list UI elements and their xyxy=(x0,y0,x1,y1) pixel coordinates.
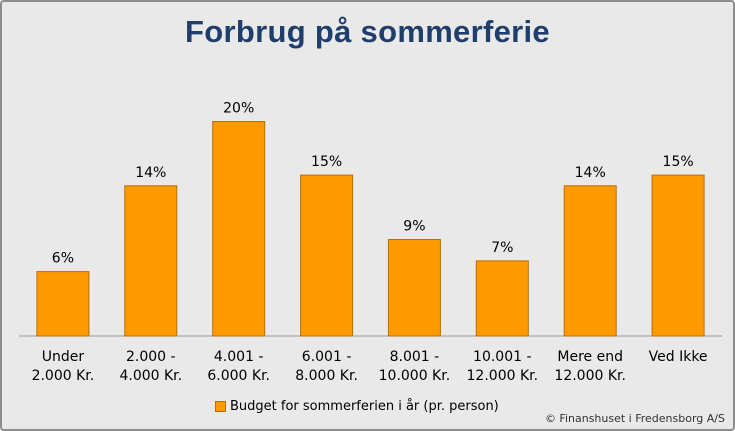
bar-1 xyxy=(124,185,178,337)
data-label-2: 20% xyxy=(223,101,254,117)
legend-swatch xyxy=(215,401,226,412)
data-label-0: 6% xyxy=(52,251,74,267)
bar-7 xyxy=(651,174,705,337)
data-label-4: 9% xyxy=(403,219,425,235)
data-label-5: 7% xyxy=(491,240,513,256)
category-label-5: 10.001 -12.000 Kr. xyxy=(467,349,539,384)
category-label-6: Mere end 12.000 Kr. xyxy=(554,349,626,384)
category-label-0: Under 2.000 Kr. xyxy=(32,349,95,384)
category-label-3: 6.001 -8.000 Kr. xyxy=(295,349,358,384)
data-label-7: 15% xyxy=(663,154,694,170)
data-label-3: 15% xyxy=(311,154,342,170)
legend: Budget for sommerferien i år (pr. person… xyxy=(215,399,499,414)
data-label-1: 14% xyxy=(135,165,166,181)
data-label-6: 14% xyxy=(575,165,606,181)
chart-title: Forbrug på sommerferie xyxy=(185,14,550,49)
category-label-2: 4.001 -6.000 Kr. xyxy=(207,349,270,384)
category-label-1: 2.000 -4.000 Kr. xyxy=(119,349,182,384)
copyright-credit: © Finanshuset i Fredensborg A/S xyxy=(544,412,725,425)
legend-label: Budget for sommerferien i år (pr. person… xyxy=(230,399,499,414)
bar-2 xyxy=(212,121,266,337)
bar-0 xyxy=(36,271,90,337)
category-label-4: 8.001 -10.000 Kr. xyxy=(379,349,451,384)
bar-3 xyxy=(300,174,354,337)
bar-6 xyxy=(563,185,617,337)
bar-5 xyxy=(475,260,529,337)
category-label-7: Ved Ikke xyxy=(649,349,708,365)
bar-4 xyxy=(387,239,441,337)
